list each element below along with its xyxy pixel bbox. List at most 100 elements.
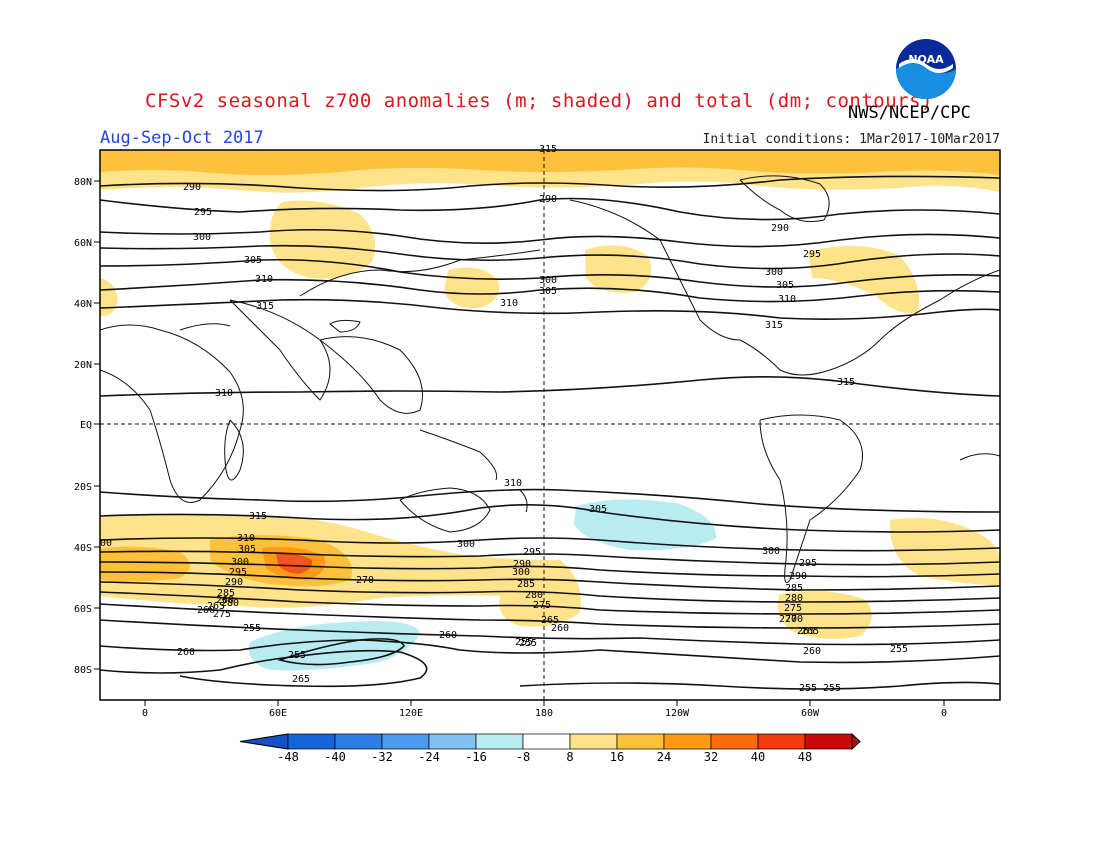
colorbar-label: -24	[418, 750, 440, 764]
height-contours	[100, 175, 1000, 690]
contour-label: 255	[519, 638, 537, 649]
contour-label: 290	[225, 577, 243, 588]
lon-label: 60W	[801, 708, 820, 719]
colorbar-swatch	[475, 733, 524, 750]
map-frame	[99, 149, 1001, 701]
contour-label: 290	[789, 571, 807, 582]
contour-label: 300	[512, 567, 530, 578]
lon-label: 180	[535, 708, 553, 719]
lat-label: 80N	[74, 177, 92, 188]
contour-label: 290	[513, 559, 531, 570]
contour-label: 00	[100, 538, 112, 549]
logo-text: NOAA	[908, 53, 944, 66]
contour-label: 255	[799, 683, 817, 694]
colorbar-swatch	[804, 733, 853, 750]
lat-label: 40N	[74, 299, 92, 310]
colorbar: -48 -40 -32 -24 -16 -8 8 16 24 32 40 48	[239, 732, 861, 764]
contour-label: 285	[517, 579, 535, 590]
colorbar-swatch	[381, 733, 430, 750]
colorbar-label: 40	[751, 750, 765, 764]
contour-label: 300	[457, 539, 475, 550]
contour-label: 295	[803, 249, 821, 260]
colorbar-label: 32	[704, 750, 718, 764]
colorbar-swatch	[334, 733, 383, 750]
colorbar-swatch	[287, 733, 336, 750]
contour-label: 265	[801, 626, 819, 637]
contour-label: 310	[500, 298, 518, 309]
contour-label: 290	[539, 194, 557, 205]
contour-label: 275	[213, 609, 231, 620]
contour-label: 280	[221, 598, 239, 609]
reference-lines	[100, 150, 1000, 700]
lon-label: 0	[941, 708, 947, 719]
contour-label: 290	[183, 182, 201, 193]
contour-label: 260	[803, 646, 821, 657]
contour-label: 265	[797, 626, 815, 637]
colorbar-swatch	[710, 733, 759, 750]
contour-label: 300	[539, 275, 557, 286]
contour-label: 295	[229, 567, 247, 578]
contour-label: 300	[193, 232, 211, 243]
colorbar-label: 16	[610, 750, 624, 764]
contour-label: 310	[778, 294, 796, 305]
lon-label: 60E	[269, 708, 287, 719]
colorbar-arrow-left	[239, 733, 289, 750]
contour-label: 305	[539, 286, 557, 297]
lat-label: 80S	[74, 665, 92, 676]
colorbar-label: -40	[324, 750, 346, 764]
agency-label: NWS/NCEP/CPC	[848, 103, 971, 123]
colorbar-swatch	[569, 733, 618, 750]
lat-label: 20N	[74, 360, 92, 371]
lat-label: 20S	[74, 482, 92, 493]
contour-label: 265	[541, 615, 559, 626]
contour-label: 255	[515, 637, 533, 648]
lon-label: 0	[142, 708, 148, 719]
contour-label: 305	[244, 255, 262, 266]
contour-label: 315	[249, 511, 267, 522]
colorbar-label: 48	[798, 750, 812, 764]
contour-label: 270	[356, 575, 374, 586]
lon-label: 120W	[665, 708, 690, 719]
contour-label: 295	[194, 207, 212, 218]
contour-label: 260	[177, 647, 195, 658]
contour-label: 260	[551, 623, 569, 634]
contour-label: 285	[217, 588, 235, 599]
contour-label: 310	[237, 533, 255, 544]
colorbar-swatch	[757, 733, 806, 750]
season-label: Aug-Sep-Oct 2017	[100, 128, 264, 148]
map-title: CFSv2 seasonal z700 anomalies (m; shaded…	[145, 90, 933, 112]
contour-label: 300	[765, 267, 783, 278]
contour-label: 280	[525, 590, 543, 601]
colorbar-label: -32	[371, 750, 393, 764]
lat-label: 40S	[74, 543, 92, 554]
colorbar-swatch	[616, 733, 665, 750]
contour-label: 265	[207, 601, 225, 612]
contour-label: 300	[231, 557, 249, 568]
contour-label: 310	[255, 274, 273, 285]
colorbar-label: -16	[465, 750, 487, 764]
contour-label: 280	[785, 593, 803, 604]
contour-label: 310	[215, 388, 233, 399]
contour-label: 315	[256, 301, 274, 312]
initial-conditions-label: Initial conditions: 1Mar2017-10Mar2017	[702, 132, 1000, 147]
colorbar-swatch	[663, 733, 712, 750]
contour-label: 315	[539, 144, 557, 155]
noaa-logo: NOAA	[896, 39, 956, 99]
latitude-labels: 80N 60N 40N 20N EQ 20S 40S 60S 80S	[74, 177, 92, 676]
contour-label: 270	[785, 614, 803, 625]
colorbar-label: -48	[277, 750, 299, 764]
contour-label: 305	[589, 504, 607, 515]
lon-label: 120E	[399, 708, 423, 719]
contour-label: 275	[784, 603, 802, 614]
colorbar-swatch	[522, 733, 571, 750]
contour-label: 310	[504, 478, 522, 489]
contour-label: 275	[533, 600, 551, 611]
lat-label: 60S	[74, 604, 92, 615]
contour-label: 260	[197, 605, 215, 616]
contour-label: 315	[765, 320, 783, 331]
colorbar-arrow-right	[851, 732, 861, 751]
contour-label: 290	[771, 223, 789, 234]
contour-label: 295	[799, 558, 817, 569]
colorbar-label: 24	[657, 750, 671, 764]
contour-label: 295	[523, 547, 541, 558]
